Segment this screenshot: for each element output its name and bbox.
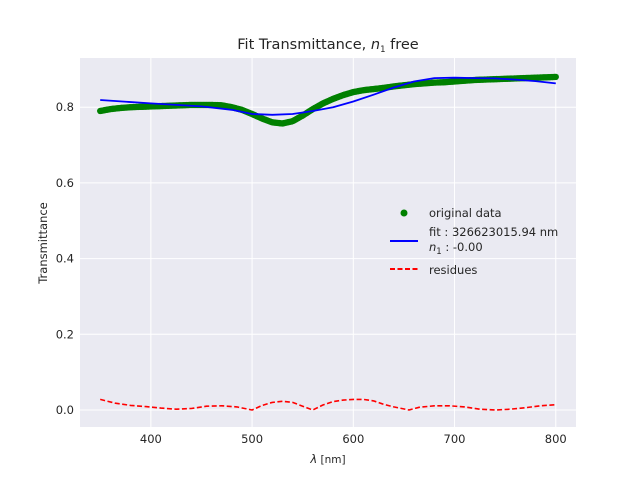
legend-label-residues: residues bbox=[429, 263, 477, 277]
y-tick-label: 0.8 bbox=[56, 100, 74, 114]
chart-title: Fit Transmittance, n1 free bbox=[237, 37, 419, 55]
x-tick-label: 600 bbox=[342, 432, 364, 446]
legend-label-fit-line2: n1 : -0.00 bbox=[429, 240, 483, 257]
y-tick-label: 0.0 bbox=[56, 403, 74, 417]
x-tick-label: 800 bbox=[545, 432, 567, 446]
legend-label-fit-line1: fit : 326623015.94 nm bbox=[429, 225, 558, 239]
x-tick-label: 700 bbox=[444, 432, 466, 446]
ticks: 400 500 600 700 800 0.0 0.2 0.4 0.6 0.8 bbox=[56, 100, 567, 446]
y-tick-label: 0.4 bbox=[56, 252, 74, 266]
grid bbox=[80, 58, 576, 427]
series-original bbox=[97, 73, 559, 127]
series-line-fit bbox=[100, 76, 556, 116]
plot-background bbox=[80, 58, 576, 427]
y-tick-label: 0.6 bbox=[56, 176, 74, 190]
x-tick-label: 400 bbox=[140, 432, 162, 446]
legend: original data fit : 326623015.94 nm n1 :… bbox=[390, 206, 558, 277]
y-axis-label: Transmittance bbox=[36, 202, 50, 285]
data-point bbox=[552, 73, 559, 81]
x-tick-label: 500 bbox=[241, 432, 263, 446]
y-tick-label: 0.2 bbox=[56, 327, 74, 341]
x-axis-label: λ [nm] bbox=[309, 452, 345, 466]
series-line-residues bbox=[100, 398, 556, 411]
legend-label-original-data: original data bbox=[429, 206, 502, 220]
series-layer bbox=[97, 73, 559, 411]
legend-marker-original-data bbox=[400, 209, 408, 217]
